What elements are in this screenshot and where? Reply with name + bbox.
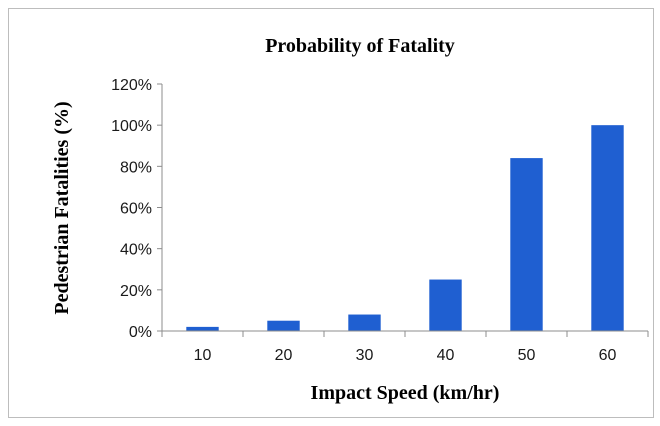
x-tick-label: 50 (518, 347, 536, 364)
bar-50 (510, 158, 543, 331)
chart-title: Probability of Fatality (265, 35, 455, 57)
y-axis-ticks: 0% 20% 40% 60% 80% 100% 120% (111, 77, 162, 341)
y-tick-label: 80% (120, 159, 152, 176)
x-tick-label: 40 (437, 347, 455, 364)
bar-20 (267, 320, 300, 331)
x-axis-title: Impact Speed (km/hr) (311, 382, 500, 404)
bar-40 (429, 279, 462, 331)
chart-frame (8, 8, 654, 418)
bar-30 (348, 314, 381, 331)
bar-10 (186, 326, 219, 331)
y-tick-label: 100% (111, 118, 152, 135)
x-tick-label: 20 (275, 347, 293, 364)
x-tick-label: 30 (356, 347, 374, 364)
y-tick-label: 0% (129, 324, 152, 341)
bar-60 (591, 125, 624, 332)
y-tick-label: 40% (120, 242, 152, 259)
y-tick-label: 120% (111, 77, 152, 94)
x-tick-label: 10 (194, 347, 212, 364)
y-tick-label: 60% (120, 201, 152, 218)
y-axis-title: Pedestrian Fatalities (%) (51, 101, 73, 314)
bar-series (186, 125, 624, 332)
y-tick-label: 20% (120, 283, 152, 300)
x-tick-label: 60 (599, 347, 617, 364)
x-axis-ticks: 10 20 30 40 50 60 (161, 331, 649, 364)
